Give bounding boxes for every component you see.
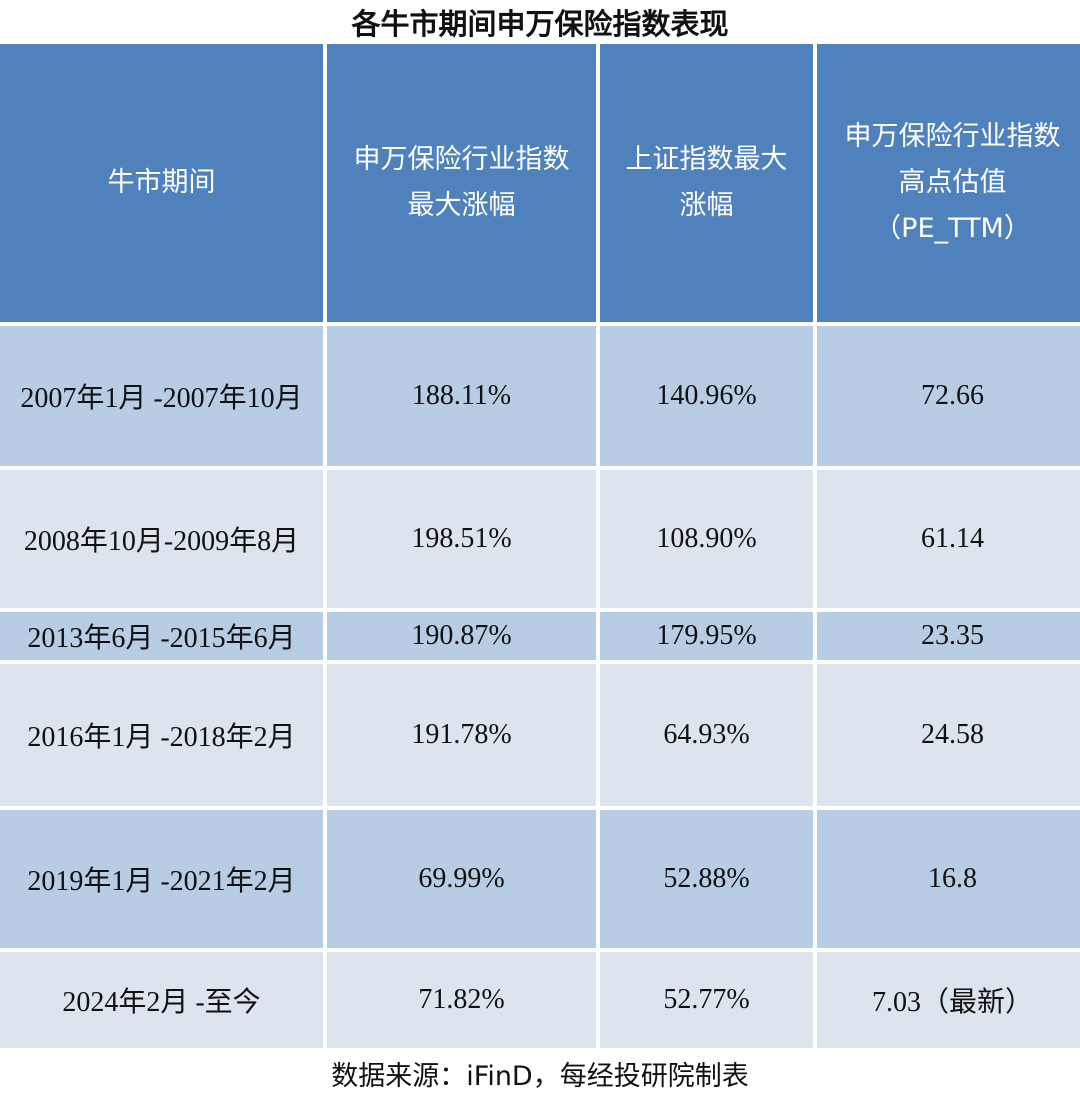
cell-pe-ttm: 7.03（最新）	[817, 952, 1080, 1048]
cell-pe-ttm: 61.14	[817, 470, 1080, 608]
header-bull-period: 牛市期间	[0, 44, 323, 322]
cell-insurance-gain: 198.51%	[327, 470, 596, 608]
cell-pe-ttm: 23.35	[817, 612, 1080, 660]
header-sse-max-gain: 上证指数最大 涨幅	[600, 44, 813, 322]
cell-pe-ttm: 16.8	[817, 810, 1080, 948]
cell-insurance-gain: 188.11%	[327, 326, 596, 466]
cell-sse-gain: 52.88%	[600, 810, 813, 948]
cell-sse-gain: 108.90%	[600, 470, 813, 608]
cell-sse-gain: 140.96%	[600, 326, 813, 466]
header-insurance-peak-pe: 申万保险行业指数 高点估值 （PE_TTM）	[817, 44, 1080, 322]
cell-pe-ttm: 24.58	[817, 664, 1080, 806]
cell-sse-gain: 64.93%	[600, 664, 813, 806]
header-insurance-max-gain: 申万保险行业指数 最大涨幅	[327, 44, 596, 322]
bull-market-table: 牛市期间 申万保险行业指数 最大涨幅 上证指数最大 涨幅 申万保险行业指数 高点…	[0, 44, 1080, 1048]
cell-insurance-gain: 69.99%	[327, 810, 596, 948]
cell-period: 2016年1月 -2018年2月	[0, 664, 323, 806]
data-source-note: 数据来源：iFinD，每经投研院制表	[331, 1060, 749, 1092]
table-title: 各牛市期间申万保险指数表现	[351, 7, 729, 41]
cell-period: 2008年10月-2009年8月	[0, 470, 323, 608]
cell-insurance-gain: 190.87%	[327, 612, 596, 660]
cell-period: 2013年6月 -2015年6月	[0, 612, 323, 660]
cell-insurance-gain: 191.78%	[327, 664, 596, 806]
cell-period: 2024年2月 -至今	[0, 952, 323, 1048]
cell-period: 2019年1月 -2021年2月	[0, 810, 323, 948]
cell-sse-gain: 52.77%	[600, 952, 813, 1048]
cell-insurance-gain: 71.82%	[327, 952, 596, 1048]
cell-period: 2007年1月 -2007年10月	[0, 326, 323, 466]
cell-sse-gain: 179.95%	[600, 612, 813, 660]
cell-pe-ttm: 72.66	[817, 326, 1080, 466]
